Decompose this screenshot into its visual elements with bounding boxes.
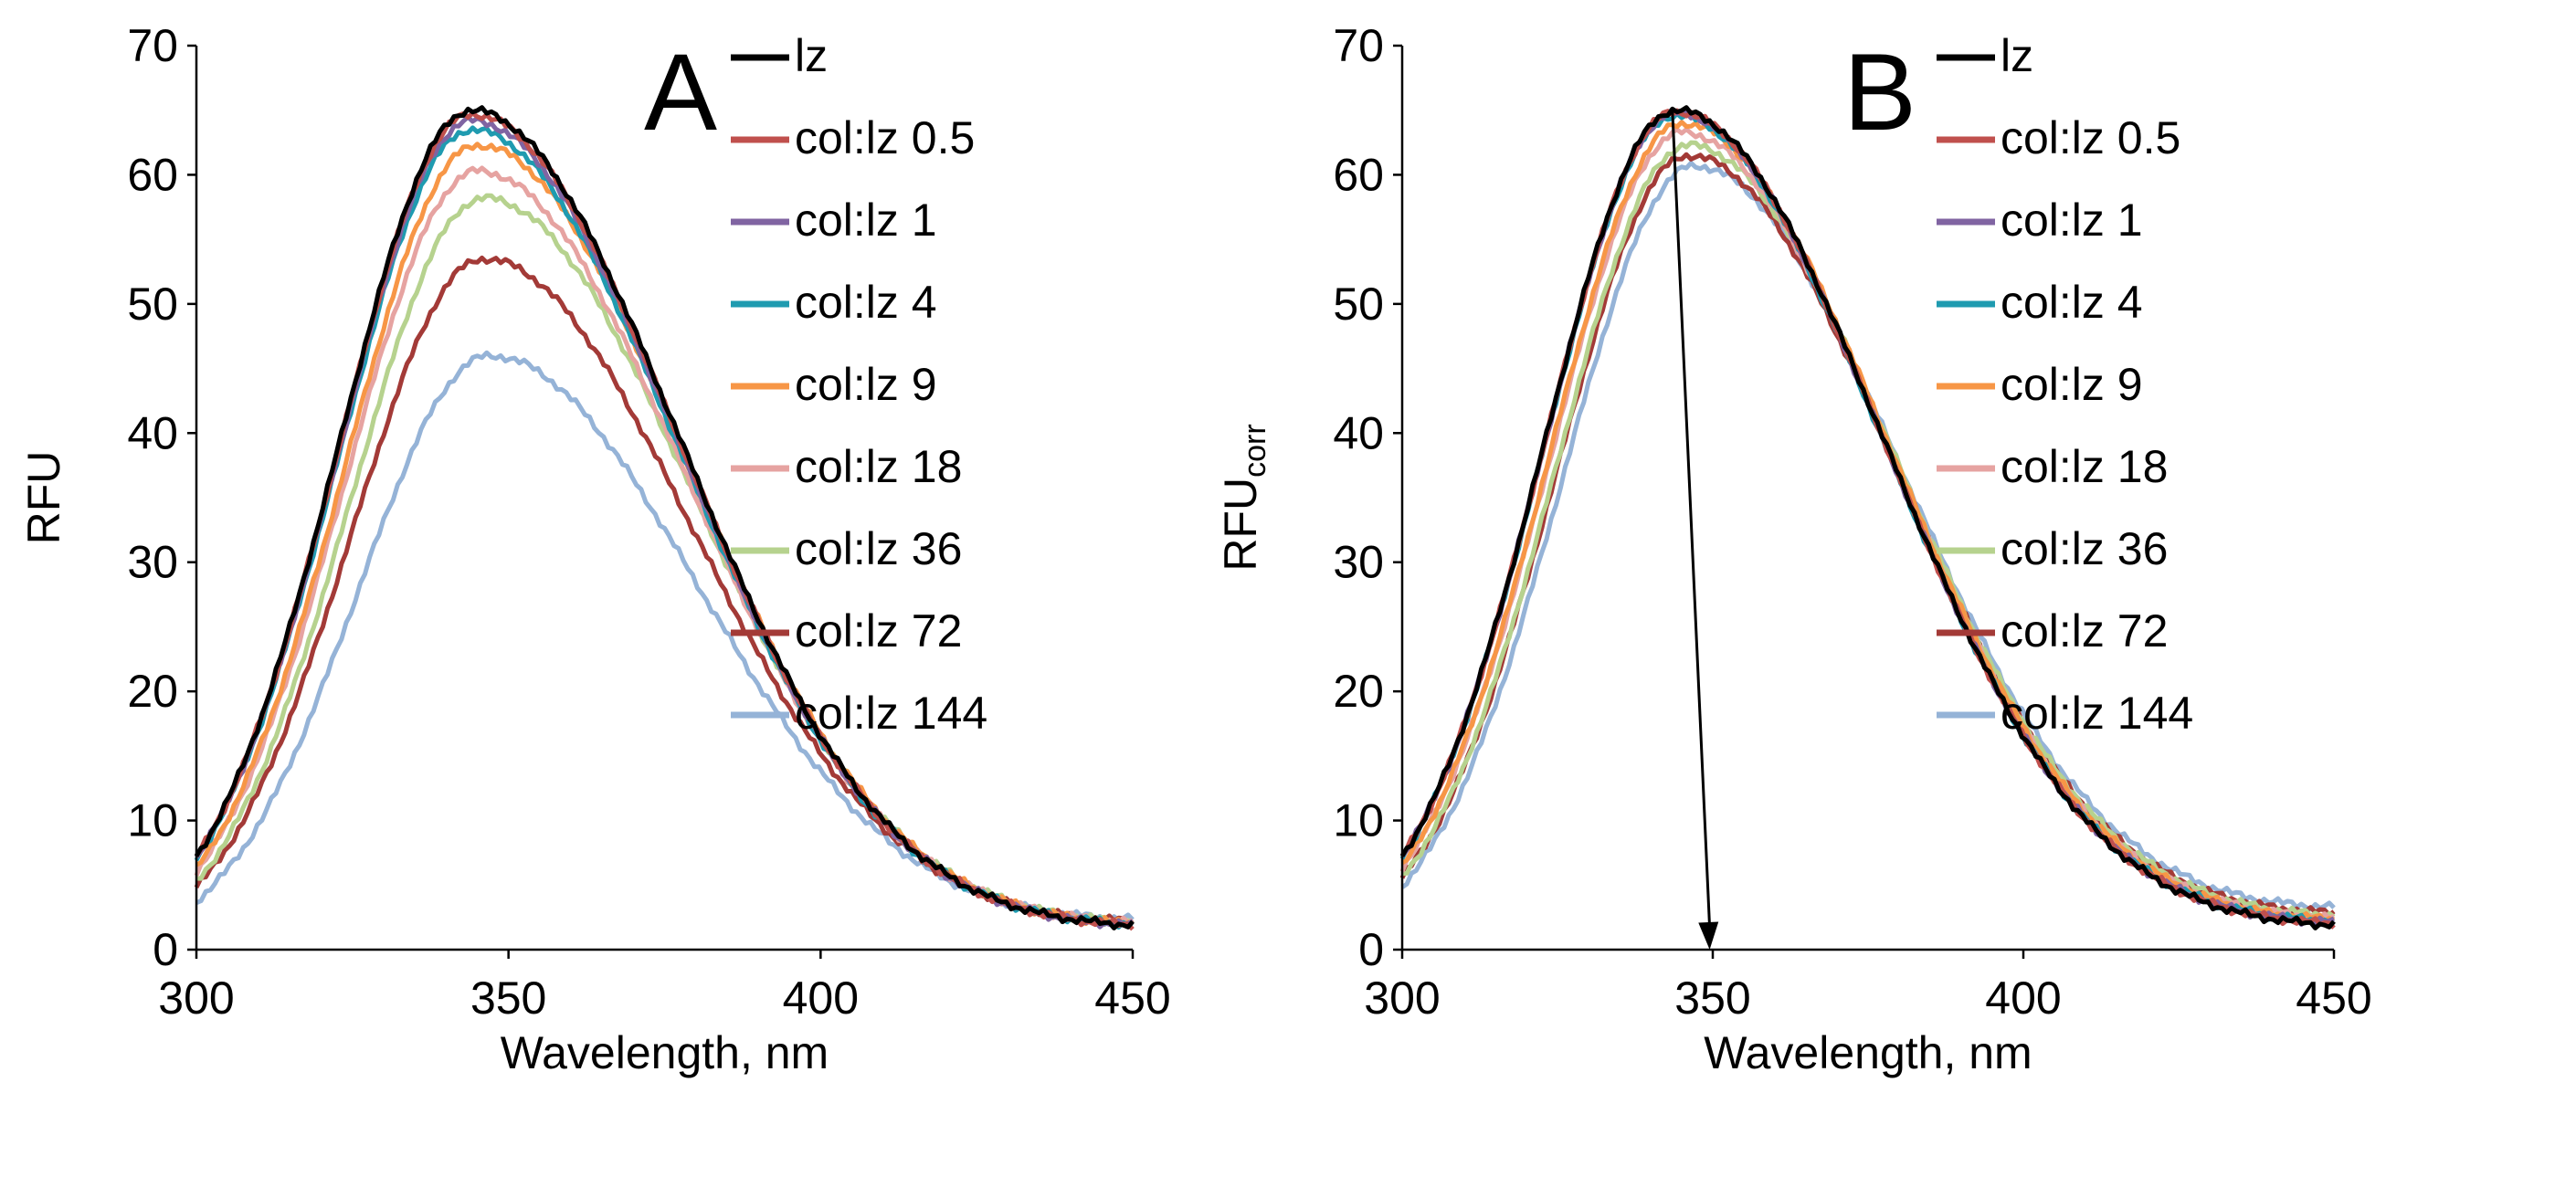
panel-a-x-axis-title: Wavelength, nm (501, 1027, 829, 1078)
panel-b-legend: lz col:lz 0.5 col:lz 1 col:lz 4 col:lz 9 col:… (1937, 30, 2193, 739)
panel-a-y-ticks: 0 10 20 30 40 50 60 70 (127, 20, 196, 975)
panel-b-y-axis-title: RFUcorr (1215, 424, 1272, 571)
panel-b-series (1399, 105, 2336, 930)
y-tick-label: 20 (127, 666, 178, 717)
y-tick-label: 0 (153, 924, 178, 975)
panel-b-letter: B (1843, 31, 1916, 153)
x-tick-label: 300 (158, 972, 234, 1024)
legend-label: col:lz 4 (2001, 277, 2143, 328)
legend-label: col:lz 144 (795, 688, 987, 739)
arrow-shaft (1671, 110, 1712, 929)
legend-label: col:lz 18 (795, 441, 962, 492)
panel-b-x-axis-title: Wavelength, nm (1704, 1027, 2032, 1078)
panel-a: 0 10 20 30 40 50 60 70 300 350 400 450 RFU Wavelen… (18, 20, 1171, 1078)
legend-label: col:lz 36 (2001, 523, 2168, 574)
series-line (194, 105, 1135, 930)
panel-b-y-ticks: 0 10 20 30 40 50 60 70 (1333, 20, 1402, 975)
y-tick-label: 30 (1333, 537, 1384, 588)
panel-a-series (194, 105, 1135, 931)
y-tick-label: 50 (1333, 278, 1384, 330)
panel-a-x-ticks: 300 350 400 450 (158, 950, 1171, 1024)
panel-a-y-axis-title: RFU (18, 451, 69, 545)
panel-b-shift-arrow (1671, 110, 1719, 950)
legend-label: col:lz 144 (2001, 688, 2193, 739)
arrow-head (1698, 921, 1719, 950)
legend-label: col:lz 9 (2001, 359, 2143, 410)
panel-b: 0 10 20 30 40 50 60 70 300 350 400 450 RFUcorr Wav… (1215, 20, 2372, 1078)
panel-a-legend: lz col:lz 0.5 col:lz 1 col:lz 4 col:lz 9 col:… (731, 30, 987, 739)
y-tick-label: 70 (1333, 20, 1384, 71)
y-tick-label: 50 (127, 278, 178, 330)
legend-label: lz (2001, 30, 2033, 81)
legend-label: col:lz 0.5 (2001, 112, 2180, 163)
y-tick-label: 0 (1358, 924, 1384, 975)
legend-label: col:lz 72 (795, 605, 962, 657)
legend-label: col:lz 1 (795, 194, 937, 246)
x-tick-label: 400 (1985, 972, 2061, 1024)
y-tick-label: 20 (1333, 666, 1384, 717)
y-tick-label: 60 (1333, 149, 1384, 200)
x-tick-label: 350 (470, 972, 546, 1024)
y-tick-label: 40 (127, 407, 178, 458)
x-tick-label: 450 (2296, 972, 2371, 1024)
panel-b-x-ticks: 300 350 400 450 (1364, 950, 2372, 1024)
panel-a-letter: A (644, 31, 717, 153)
y-tick-label: 10 (1333, 795, 1384, 846)
x-tick-label: 450 (1094, 972, 1170, 1024)
y-tick-label: 30 (127, 537, 178, 588)
y-tick-label: 40 (1333, 407, 1384, 458)
series-line (1399, 105, 2336, 930)
legend-label: col:lz 0.5 (795, 112, 975, 163)
legend-label: col:lz 36 (795, 523, 962, 574)
legend-label: col:lz 4 (795, 277, 937, 328)
y-tick-label: 60 (127, 149, 178, 200)
y-tick-label: 70 (127, 20, 178, 71)
legend-label: col:lz 1 (2001, 194, 2143, 246)
y-tick-label: 10 (127, 795, 178, 846)
legend-label: col:lz 72 (2001, 605, 2168, 657)
legend-label: lz (795, 30, 828, 81)
legend-label: col:lz 9 (795, 359, 937, 410)
legend-label: col:lz 18 (2001, 441, 2168, 492)
x-tick-label: 400 (783, 972, 859, 1024)
x-tick-label: 300 (1364, 972, 1440, 1024)
x-tick-label: 350 (1674, 972, 1750, 1024)
